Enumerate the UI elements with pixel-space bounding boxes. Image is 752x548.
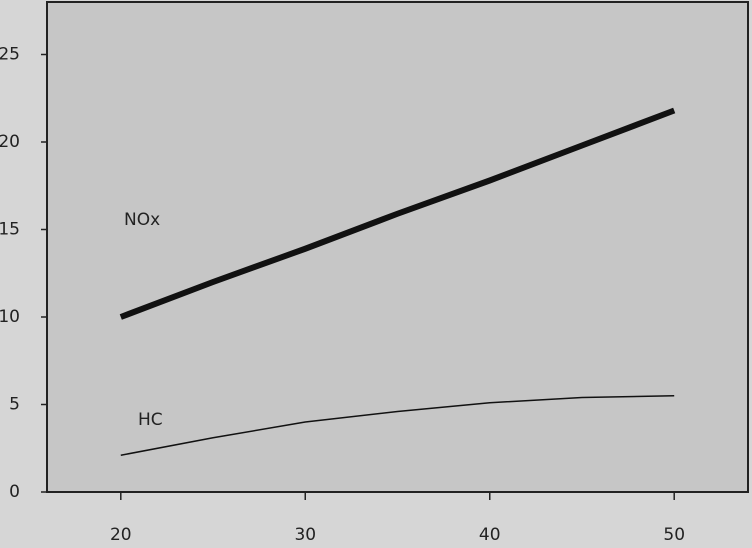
series-line <box>120 395 675 456</box>
x-tick-label: 30 <box>294 525 316 545</box>
series-label: HC <box>138 410 163 430</box>
series-label: NOx <box>124 210 160 230</box>
y-tick-label: 15 <box>0 220 20 240</box>
y-tick-label: 10 <box>0 307 20 327</box>
plot-area <box>46 1 749 493</box>
y-tick-label: 25 <box>0 45 20 65</box>
x-tick-label: 50 <box>663 525 685 545</box>
y-tick-label: 20 <box>0 132 20 152</box>
series-line <box>119 107 676 320</box>
x-tick-label: 40 <box>479 525 501 545</box>
y-tick-label: 0 <box>9 482 20 502</box>
x-tick-label: 20 <box>110 525 132 545</box>
y-tick-label: 5 <box>9 395 20 415</box>
